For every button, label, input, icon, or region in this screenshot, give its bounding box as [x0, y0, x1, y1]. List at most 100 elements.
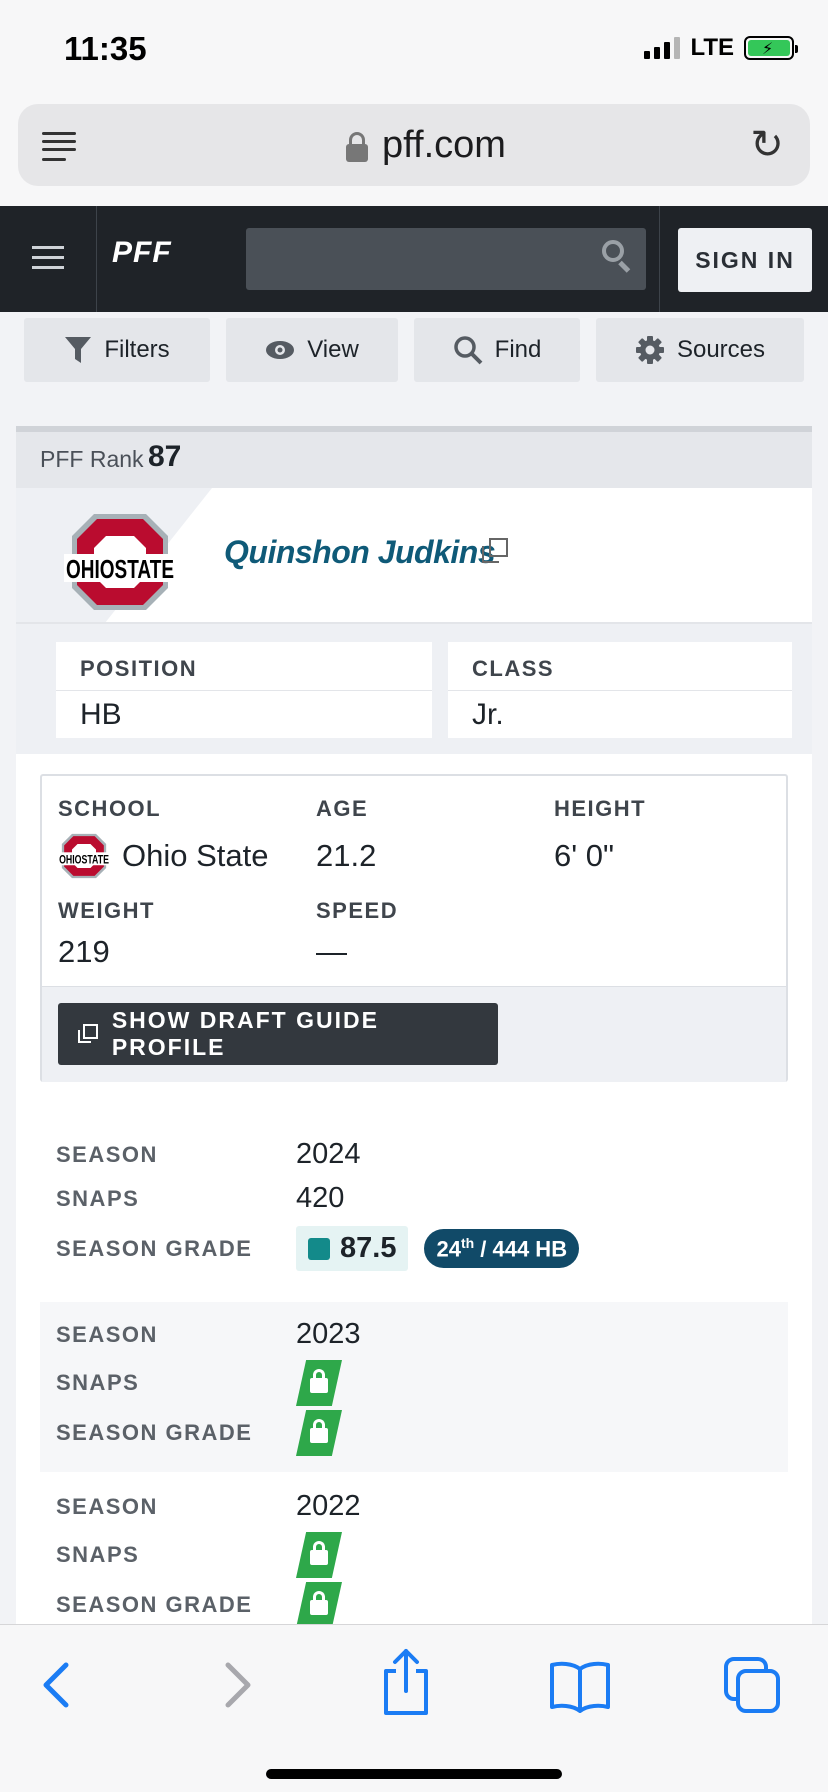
weight-cell: WEIGHT 219: [58, 898, 155, 970]
network-type: LTE: [690, 34, 734, 61]
class-value: Jr.: [472, 698, 504, 731]
player-header: OHIOSTATE Quinshon Judkins: [16, 488, 812, 624]
player-details: SCHOOL OHIOSTATE Ohio State AGE 21.2: [40, 774, 788, 1082]
premium-lock-icon[interactable]: [296, 1532, 342, 1578]
draft-guide-label: SHOW DRAFT GUIDE PROFILE: [111, 1007, 379, 1060]
table-toolbar: Filters View Find Sources: [0, 312, 828, 400]
filters-label: Filters: [104, 336, 170, 363]
view-button[interactable]: View: [226, 318, 398, 382]
reload-icon[interactable]: ↻: [750, 123, 784, 167]
age-label: AGE: [316, 796, 369, 821]
rank-suffix: th: [460, 1234, 475, 1251]
svg-text:OHIOSTATE: OHIOSTATE: [59, 852, 109, 866]
search-icon[interactable]: [600, 238, 634, 273]
season-block-2023: SEASON 2023 SNAPS SEASON GRADE: [40, 1302, 788, 1472]
funnel-icon: [65, 337, 92, 363]
season-value: 2023: [296, 1318, 361, 1350]
season-value: 2022: [296, 1490, 361, 1522]
season-value: 2024: [296, 1138, 361, 1170]
player-name[interactable]: Quinshon Judkins: [224, 534, 496, 570]
weight-label: WEIGHT: [58, 898, 155, 923]
speed-cell: SPEED —: [316, 898, 398, 970]
snaps-label: SNAPS: [56, 1370, 140, 1395]
height-cell: HEIGHT 6' 0": [554, 796, 646, 880]
age-value: 21.2: [316, 838, 377, 873]
browser-url-area: pff.com ↻: [0, 100, 828, 206]
lock-icon: [346, 132, 368, 162]
gear-icon: [635, 336, 664, 364]
sources-button[interactable]: Sources: [596, 318, 804, 382]
premium-lock-icon[interactable]: [296, 1360, 342, 1406]
rank-total: / 444 HB: [474, 1236, 568, 1262]
book-icon[interactable]: [548, 1655, 612, 1715]
school-label: SCHOOL: [58, 796, 162, 821]
address-bar[interactable]: pff.com ↻: [18, 104, 810, 186]
status-time: 11:35: [64, 30, 147, 67]
snaps-value: 420: [296, 1182, 345, 1214]
view-label: View: [307, 336, 359, 363]
open-in-new-icon: [78, 1024, 98, 1044]
find-button[interactable]: Find: [414, 318, 580, 382]
season-grade-row: SEASON GRADE 87.5 24th / 444 HB: [56, 1226, 580, 1271]
find-label: Find: [494, 336, 542, 363]
position-label: POSITION: [80, 656, 198, 681]
hamburger-icon[interactable]: [32, 242, 64, 272]
ohio-state-logo: OHIOSTATE: [64, 510, 176, 614]
pff-rank-label: PFF Rank: [40, 446, 144, 472]
rank-number: 24: [436, 1236, 461, 1262]
sources-label: Sources: [676, 336, 766, 363]
class-label: CLASS: [472, 656, 555, 681]
safari-toolbar: [0, 1624, 828, 1792]
site-header: PFF SIGN IN: [0, 206, 828, 312]
season-label: SEASON: [56, 1493, 158, 1519]
season-grade-label: SEASON GRADE: [56, 1592, 253, 1617]
reader-icon[interactable]: [40, 126, 80, 166]
player-card: PFF Rank 87 OHIOSTATE Quinshon Judkins P…: [16, 426, 812, 1628]
chevron-right-icon[interactable]: [206, 1655, 266, 1715]
season-grade-label: SEASON GRADE: [56, 1235, 253, 1261]
snaps-label: SNAPS: [56, 1185, 140, 1211]
season-row: SEASON 2024: [56, 1138, 361, 1171]
snaps-row: SNAPS 420: [56, 1182, 344, 1215]
pff-logo[interactable]: PFF: [112, 236, 172, 269]
status-bar: 11:35 LTE ⚡: [0, 0, 828, 100]
chevron-left-icon[interactable]: [28, 1655, 88, 1715]
show-draft-guide-button[interactable]: SHOW DRAFT GUIDE PROFILE: [58, 1003, 498, 1065]
signal-icon: [644, 37, 681, 59]
header-divider: [659, 206, 660, 312]
snaps-row: SNAPS: [56, 1532, 342, 1578]
school-value[interactable]: Ohio State: [122, 838, 269, 873]
weight-value: 219: [58, 934, 110, 969]
position-box: POSITION HB: [56, 642, 432, 738]
season-row: SEASON 2022: [56, 1490, 361, 1523]
grade-badge: 87.5: [296, 1226, 409, 1271]
draft-guide-strip: SHOW DRAFT GUIDE PROFILE: [42, 986, 786, 1082]
season-grade-row: SEASON GRADE: [56, 1410, 342, 1456]
speed-label: SPEED: [316, 898, 399, 923]
height-value: 6' 0": [554, 838, 615, 873]
speed-value: —: [316, 934, 347, 969]
grade-color-swatch: [308, 1237, 330, 1260]
season-block-2022: SEASON 2022 SNAPS SEASON GRADE: [40, 1474, 788, 1630]
home-indicator: [266, 1769, 562, 1779]
position-value: HB: [80, 698, 122, 731]
premium-lock-icon[interactable]: [296, 1410, 342, 1456]
magnifier-icon: [453, 336, 483, 365]
open-in-new-icon[interactable]: [482, 538, 508, 564]
age-cell: AGE 21.2: [316, 796, 376, 880]
tabs-icon[interactable]: [722, 1655, 782, 1715]
season-grade-row: SEASON GRADE: [56, 1582, 342, 1628]
season-label: SEASON: [56, 1321, 158, 1347]
url-text[interactable]: pff.com: [382, 124, 506, 166]
search-input[interactable]: [246, 228, 646, 290]
filters-button[interactable]: Filters: [24, 318, 210, 382]
season-block-2024: SEASON 2024 SNAPS 420 SEASON GRADE 87.5 …: [40, 1122, 788, 1286]
sign-in-button[interactable]: SIGN IN: [678, 228, 812, 292]
school-logo: OHIOSTATE: [58, 832, 110, 880]
svg-text:OHIOSTATE: OHIOSTATE: [66, 554, 174, 584]
school-cell: SCHOOL OHIOSTATE Ohio State: [58, 796, 268, 880]
battery-icon: ⚡: [744, 36, 798, 60]
snaps-label: SNAPS: [56, 1542, 140, 1567]
premium-lock-icon[interactable]: [296, 1582, 342, 1628]
share-icon[interactable]: [376, 1645, 436, 1717]
